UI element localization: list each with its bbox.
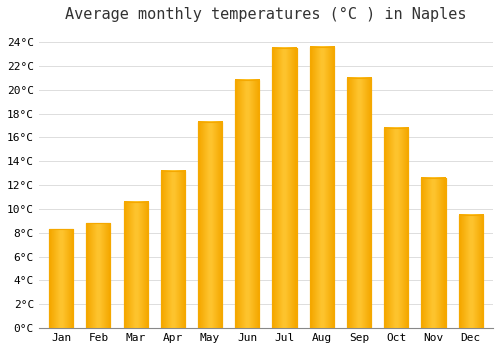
Bar [124,202,148,328]
Bar [198,122,222,328]
Bar [384,128,408,328]
Bar [458,215,483,328]
Bar [124,202,148,328]
Bar [160,171,185,328]
Bar [422,178,446,328]
Bar [86,223,110,328]
Bar [272,48,296,328]
Bar [49,229,73,328]
Bar [347,78,371,328]
Bar [49,229,73,328]
Bar [384,128,408,328]
Bar [347,78,371,328]
Bar [235,80,260,328]
Bar [235,80,260,328]
Bar [310,47,334,328]
Bar [160,171,185,328]
Bar [86,223,110,328]
Bar [422,178,446,328]
Title: Average monthly temperatures (°C ) in Naples: Average monthly temperatures (°C ) in Na… [65,7,466,22]
Bar [272,48,296,328]
Bar [458,215,483,328]
Bar [198,122,222,328]
Bar [310,47,334,328]
